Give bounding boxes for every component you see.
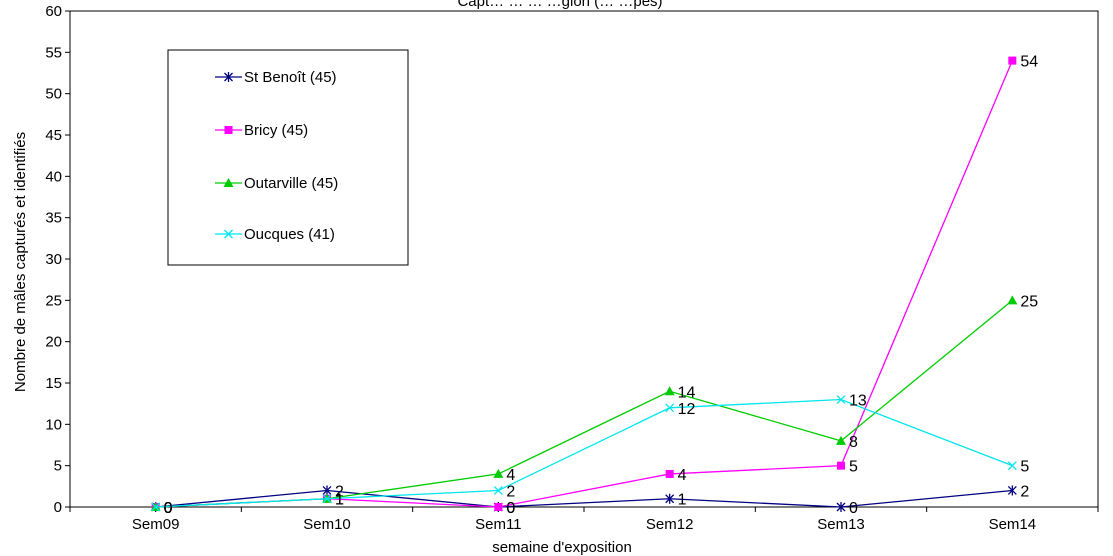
data-point: [665, 469, 674, 478]
data-label: 2: [1020, 483, 1029, 500]
data-point: [493, 486, 503, 495]
x-tick-label: Sem14: [989, 516, 1037, 533]
y-tick-label: 10: [45, 416, 62, 433]
data-point: [223, 178, 234, 187]
x-tick-label: Sem09: [132, 516, 180, 533]
legend-label: Oucques (41): [244, 226, 335, 243]
series-line: [155, 398, 1013, 508]
data-label: 2: [506, 483, 515, 500]
series-group: 020 1 02: [151, 483, 1029, 517]
data-point: [322, 494, 332, 504]
y-tick-label: 50: [45, 86, 62, 103]
data-point: [836, 435, 846, 445]
series-line: [155, 489, 1013, 508]
data-label: 25: [1020, 293, 1038, 310]
data-point: [151, 502, 161, 512]
y-axis: 0 5 10 15 20 25 30 35 40 45 50 55 60: [45, 3, 70, 516]
data-point: [836, 395, 846, 404]
data-label: 14: [678, 384, 696, 401]
y-tick-label: 25: [45, 292, 62, 309]
data-label: 0: [164, 500, 173, 517]
y-tick-label: 5: [54, 458, 62, 475]
legend-item: Oucques (41): [215, 226, 335, 243]
data-point: [1007, 295, 1018, 305]
data-label: 0: [506, 500, 515, 517]
y-tick-label: 60: [45, 3, 62, 20]
legend-item: St Benoît (45): [215, 69, 337, 86]
y-axis-label: Nombre de mâles capturés et identifiés: [12, 132, 29, 392]
x-axis: Sem09 Sem10 Sem11 Sem12 Sem13 Sem14: [69, 507, 1099, 533]
data-label: 4: [506, 467, 515, 484]
data-point: [1008, 56, 1017, 65]
y-tick-label: 35: [45, 210, 62, 227]
data-label: 0: [506, 500, 515, 517]
data-label: 2: [335, 483, 344, 500]
y-tick-label: 15: [45, 375, 62, 392]
data-point: [665, 493, 675, 504]
y-tick-label: 20: [45, 334, 62, 351]
y-tick-label: 0: [54, 499, 62, 516]
data-label: 1: [335, 492, 344, 509]
data-point: [665, 403, 675, 413]
x-tick-label: Sem13: [817, 516, 865, 533]
y-tick-label: 45: [45, 127, 62, 144]
data-point: [664, 386, 675, 396]
legend: St Benoît (45) Bricy (45) Outarville (45) O…: [167, 49, 409, 266]
legend-label: Outarville (45): [244, 175, 338, 192]
data-point: [493, 468, 504, 478]
legend-box: [167, 49, 409, 266]
data-label: 1: [335, 492, 344, 509]
x-axis-label: semaine d'exposition: [492, 539, 632, 556]
legend-label: St Benoît (45): [244, 69, 337, 86]
data-label: 8: [849, 434, 858, 451]
data-label: 0: [164, 500, 173, 517]
x-tick-label: Sem11: [475, 516, 521, 533]
x-tick-label: Sem10: [303, 516, 351, 533]
data-point: [1007, 485, 1017, 496]
data-label: 13: [849, 393, 867, 410]
series-group: 0 1 212 135: [151, 393, 1029, 517]
data-label: 5: [849, 459, 858, 476]
legend-item: Bricy (45): [215, 122, 308, 139]
legend-label: Bricy (45): [244, 122, 308, 139]
legend-item: Outarville (45): [215, 175, 338, 192]
y-tick-label: 30: [45, 251, 62, 268]
data-label: 4: [678, 467, 687, 484]
y-tick-label: 55: [45, 44, 62, 61]
data-point: [224, 229, 233, 239]
data-point: [837, 461, 845, 470]
data-label: 12: [678, 401, 696, 418]
data-label: 5: [1020, 459, 1029, 476]
data-point: [224, 126, 233, 134]
data-point: [1007, 461, 1017, 471]
y-tick-label: 40: [45, 168, 62, 185]
data-point: [494, 503, 503, 511]
chart-title: Capt… … … …gion (… …pes): [457, 0, 662, 10]
data-label: 0: [164, 500, 173, 517]
data-label: 1: [335, 492, 344, 509]
data-label: 0: [849, 500, 858, 517]
data-label: 0: [164, 500, 173, 517]
data-label: 1: [678, 492, 687, 509]
x-tick-label: Sem12: [646, 516, 694, 533]
data-label: 54: [1020, 54, 1038, 71]
data-point: [224, 72, 233, 82]
data-point: [836, 502, 846, 512]
